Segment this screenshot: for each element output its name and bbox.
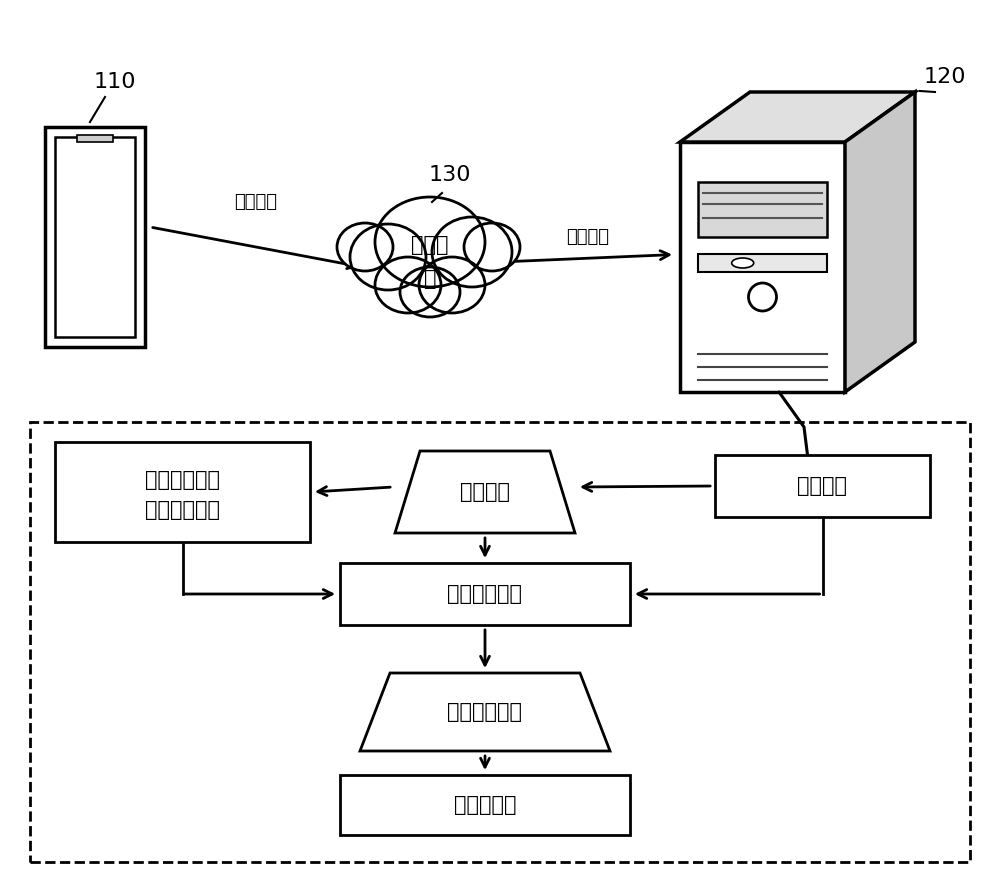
- Bar: [77, 135, 112, 142]
- Ellipse shape: [375, 257, 441, 313]
- Bar: [55, 137, 135, 337]
- Ellipse shape: [350, 224, 426, 290]
- Bar: [340, 563, 630, 625]
- Text: 络: 络: [424, 269, 436, 289]
- Polygon shape: [360, 673, 610, 751]
- Bar: [30, 422, 970, 862]
- Polygon shape: [680, 142, 845, 392]
- Circle shape: [748, 283, 776, 311]
- Bar: [45, 127, 145, 347]
- Text: 异常信息: 异常信息: [566, 228, 609, 246]
- Ellipse shape: [400, 267, 460, 317]
- Bar: [698, 182, 827, 237]
- Bar: [340, 775, 630, 835]
- Text: 通信网: 通信网: [411, 235, 449, 255]
- Ellipse shape: [419, 257, 485, 313]
- Text: 第一源代码、: 第一源代码、: [145, 470, 220, 490]
- Bar: [698, 254, 827, 272]
- Text: 第二源代码: 第二源代码: [454, 795, 516, 815]
- Text: 代码文件: 代码文件: [460, 482, 510, 502]
- Text: 异常代码位置: 异常代码位置: [145, 500, 220, 520]
- Ellipse shape: [375, 197, 485, 287]
- Text: 110: 110: [94, 72, 136, 92]
- Ellipse shape: [732, 258, 754, 268]
- Ellipse shape: [432, 217, 512, 287]
- Text: 130: 130: [429, 165, 471, 185]
- Polygon shape: [845, 92, 915, 392]
- Ellipse shape: [337, 223, 393, 271]
- Polygon shape: [680, 92, 915, 142]
- Text: 修复提示文本: 修复提示文本: [447, 584, 522, 604]
- Text: 代码修复模型: 代码修复模型: [447, 702, 522, 722]
- Text: 异常信息: 异常信息: [798, 476, 848, 496]
- Text: 120: 120: [924, 67, 966, 87]
- Bar: [715, 455, 930, 517]
- Bar: [55, 442, 310, 542]
- Text: 异常信息: 异常信息: [234, 193, 278, 211]
- Polygon shape: [395, 451, 575, 533]
- Ellipse shape: [464, 223, 520, 271]
